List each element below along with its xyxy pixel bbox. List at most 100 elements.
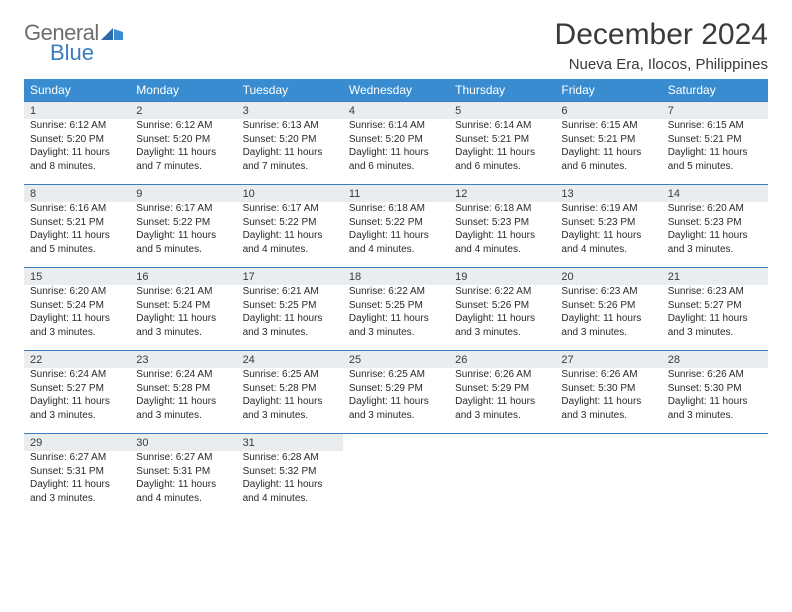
daylight-line: Daylight: 11 hours and 3 minutes. xyxy=(30,312,124,339)
sunset-line: Sunset: 5:31 PM xyxy=(30,465,124,479)
daylight-line: Daylight: 11 hours and 3 minutes. xyxy=(455,395,549,422)
daylight-line: Daylight: 11 hours and 3 minutes. xyxy=(349,395,443,422)
daylight-line: Daylight: 11 hours and 3 minutes. xyxy=(668,229,762,256)
day-details: Sunrise: 6:25 AMSunset: 5:29 PMDaylight:… xyxy=(343,368,449,426)
sunrise-line: Sunrise: 6:13 AM xyxy=(243,119,337,133)
day-number: 6 xyxy=(555,102,661,119)
sunrise-line: Sunrise: 6:16 AM xyxy=(30,202,124,216)
sunset-line: Sunset: 5:25 PM xyxy=(243,299,337,313)
sunset-line: Sunset: 5:22 PM xyxy=(243,216,337,230)
week-row: 8Sunrise: 6:16 AMSunset: 5:21 PMDaylight… xyxy=(24,184,768,263)
weekday-header: Friday xyxy=(555,79,661,101)
sunset-line: Sunset: 5:28 PM xyxy=(136,382,230,396)
day-details: Sunrise: 6:22 AMSunset: 5:25 PMDaylight:… xyxy=(343,285,449,343)
sunset-line: Sunset: 5:28 PM xyxy=(243,382,337,396)
day-details: Sunrise: 6:26 AMSunset: 5:30 PMDaylight:… xyxy=(555,368,661,426)
day-number: 10 xyxy=(237,185,343,202)
day-number: 22 xyxy=(24,351,130,368)
sunrise-line: Sunrise: 6:14 AM xyxy=(349,119,443,133)
calendar: SundayMondayTuesdayWednesdayThursdayFrid… xyxy=(24,79,768,512)
sunrise-line: Sunrise: 6:12 AM xyxy=(136,119,230,133)
day-cell: 18Sunrise: 6:22 AMSunset: 5:25 PMDayligh… xyxy=(343,268,449,346)
day-number: 1 xyxy=(24,102,130,119)
daylight-line: Daylight: 11 hours and 5 minutes. xyxy=(668,146,762,173)
weekday-header-row: SundayMondayTuesdayWednesdayThursdayFrid… xyxy=(24,79,768,101)
header: General Blue December 2024 Nueva Era, Il… xyxy=(24,18,768,73)
day-details: Sunrise: 6:13 AMSunset: 5:20 PMDaylight:… xyxy=(237,119,343,177)
location: Nueva Era, Ilocos, Philippines xyxy=(555,56,768,73)
day-number: 19 xyxy=(449,268,555,285)
day-number: 7 xyxy=(662,102,768,119)
day-cell: 26Sunrise: 6:26 AMSunset: 5:29 PMDayligh… xyxy=(449,351,555,429)
sunset-line: Sunset: 5:25 PM xyxy=(349,299,443,313)
day-details: Sunrise: 6:23 AMSunset: 5:26 PMDaylight:… xyxy=(555,285,661,343)
day-cell: 4Sunrise: 6:14 AMSunset: 5:20 PMDaylight… xyxy=(343,102,449,180)
sunset-line: Sunset: 5:21 PM xyxy=(30,216,124,230)
sunset-line: Sunset: 5:20 PM xyxy=(30,133,124,147)
day-cell: 22Sunrise: 6:24 AMSunset: 5:27 PMDayligh… xyxy=(24,351,130,429)
sunrise-line: Sunrise: 6:25 AM xyxy=(349,368,443,382)
week-row: 1Sunrise: 6:12 AMSunset: 5:20 PMDaylight… xyxy=(24,101,768,180)
sunrise-line: Sunrise: 6:21 AM xyxy=(136,285,230,299)
day-cell: 3Sunrise: 6:13 AMSunset: 5:20 PMDaylight… xyxy=(237,102,343,180)
day-cell: 19Sunrise: 6:22 AMSunset: 5:26 PMDayligh… xyxy=(449,268,555,346)
sunrise-line: Sunrise: 6:17 AM xyxy=(243,202,337,216)
week-row: 15Sunrise: 6:20 AMSunset: 5:24 PMDayligh… xyxy=(24,267,768,346)
sunrise-line: Sunrise: 6:19 AM xyxy=(561,202,655,216)
weekday-header: Wednesday xyxy=(343,79,449,101)
day-cell: 7Sunrise: 6:15 AMSunset: 5:21 PMDaylight… xyxy=(662,102,768,180)
sunrise-line: Sunrise: 6:18 AM xyxy=(349,202,443,216)
daylight-line: Daylight: 11 hours and 3 minutes. xyxy=(243,395,337,422)
sunrise-line: Sunrise: 6:23 AM xyxy=(668,285,762,299)
day-details: Sunrise: 6:20 AMSunset: 5:23 PMDaylight:… xyxy=(662,202,768,260)
sunrise-line: Sunrise: 6:20 AM xyxy=(30,285,124,299)
sunset-line: Sunset: 5:21 PM xyxy=(561,133,655,147)
day-details: Sunrise: 6:20 AMSunset: 5:24 PMDaylight:… xyxy=(24,285,130,343)
day-cell: 2Sunrise: 6:12 AMSunset: 5:20 PMDaylight… xyxy=(130,102,236,180)
day-details: Sunrise: 6:25 AMSunset: 5:28 PMDaylight:… xyxy=(237,368,343,426)
daylight-line: Daylight: 11 hours and 3 minutes. xyxy=(30,478,124,505)
calendar-document: General Blue December 2024 Nueva Era, Il… xyxy=(0,0,792,530)
daylight-line: Daylight: 11 hours and 3 minutes. xyxy=(243,312,337,339)
day-details: Sunrise: 6:27 AMSunset: 5:31 PMDaylight:… xyxy=(130,451,236,509)
day-number: 25 xyxy=(343,351,449,368)
daylight-line: Daylight: 11 hours and 4 minutes. xyxy=(455,229,549,256)
day-cell: 12Sunrise: 6:18 AMSunset: 5:23 PMDayligh… xyxy=(449,185,555,263)
sunset-line: Sunset: 5:23 PM xyxy=(455,216,549,230)
weekday-header: Sunday xyxy=(24,79,130,101)
sunrise-line: Sunrise: 6:24 AM xyxy=(30,368,124,382)
sunrise-line: Sunrise: 6:24 AM xyxy=(136,368,230,382)
sunrise-line: Sunrise: 6:25 AM xyxy=(243,368,337,382)
day-details: Sunrise: 6:12 AMSunset: 5:20 PMDaylight:… xyxy=(24,119,130,177)
sunset-line: Sunset: 5:26 PM xyxy=(455,299,549,313)
day-number: 18 xyxy=(343,268,449,285)
daylight-line: Daylight: 11 hours and 5 minutes. xyxy=(136,229,230,256)
sunrise-line: Sunrise: 6:17 AM xyxy=(136,202,230,216)
day-details: Sunrise: 6:14 AMSunset: 5:20 PMDaylight:… xyxy=(343,119,449,177)
sunrise-line: Sunrise: 6:20 AM xyxy=(668,202,762,216)
day-number: 24 xyxy=(237,351,343,368)
sunrise-line: Sunrise: 6:28 AM xyxy=(243,451,337,465)
day-cell: 30Sunrise: 6:27 AMSunset: 5:31 PMDayligh… xyxy=(130,434,236,512)
daylight-line: Daylight: 11 hours and 3 minutes. xyxy=(136,312,230,339)
month-title: December 2024 xyxy=(555,18,768,52)
day-details: Sunrise: 6:21 AMSunset: 5:25 PMDaylight:… xyxy=(237,285,343,343)
daylight-line: Daylight: 11 hours and 4 minutes. xyxy=(243,229,337,256)
sunrise-line: Sunrise: 6:26 AM xyxy=(561,368,655,382)
title-block: December 2024 Nueva Era, Ilocos, Philipp… xyxy=(555,18,768,73)
sunset-line: Sunset: 5:32 PM xyxy=(243,465,337,479)
sunset-line: Sunset: 5:29 PM xyxy=(455,382,549,396)
sunset-line: Sunset: 5:23 PM xyxy=(561,216,655,230)
sunset-line: Sunset: 5:21 PM xyxy=(668,133,762,147)
sunset-line: Sunset: 5:27 PM xyxy=(30,382,124,396)
daylight-line: Daylight: 11 hours and 3 minutes. xyxy=(136,395,230,422)
daylight-line: Daylight: 11 hours and 7 minutes. xyxy=(136,146,230,173)
day-cell: 6Sunrise: 6:15 AMSunset: 5:21 PMDaylight… xyxy=(555,102,661,180)
sunset-line: Sunset: 5:22 PM xyxy=(136,216,230,230)
day-number: 3 xyxy=(237,102,343,119)
day-cell: 27Sunrise: 6:26 AMSunset: 5:30 PMDayligh… xyxy=(555,351,661,429)
day-cell: 25Sunrise: 6:25 AMSunset: 5:29 PMDayligh… xyxy=(343,351,449,429)
sunset-line: Sunset: 5:20 PM xyxy=(136,133,230,147)
day-details: Sunrise: 6:14 AMSunset: 5:21 PMDaylight:… xyxy=(449,119,555,177)
sunrise-line: Sunrise: 6:15 AM xyxy=(561,119,655,133)
